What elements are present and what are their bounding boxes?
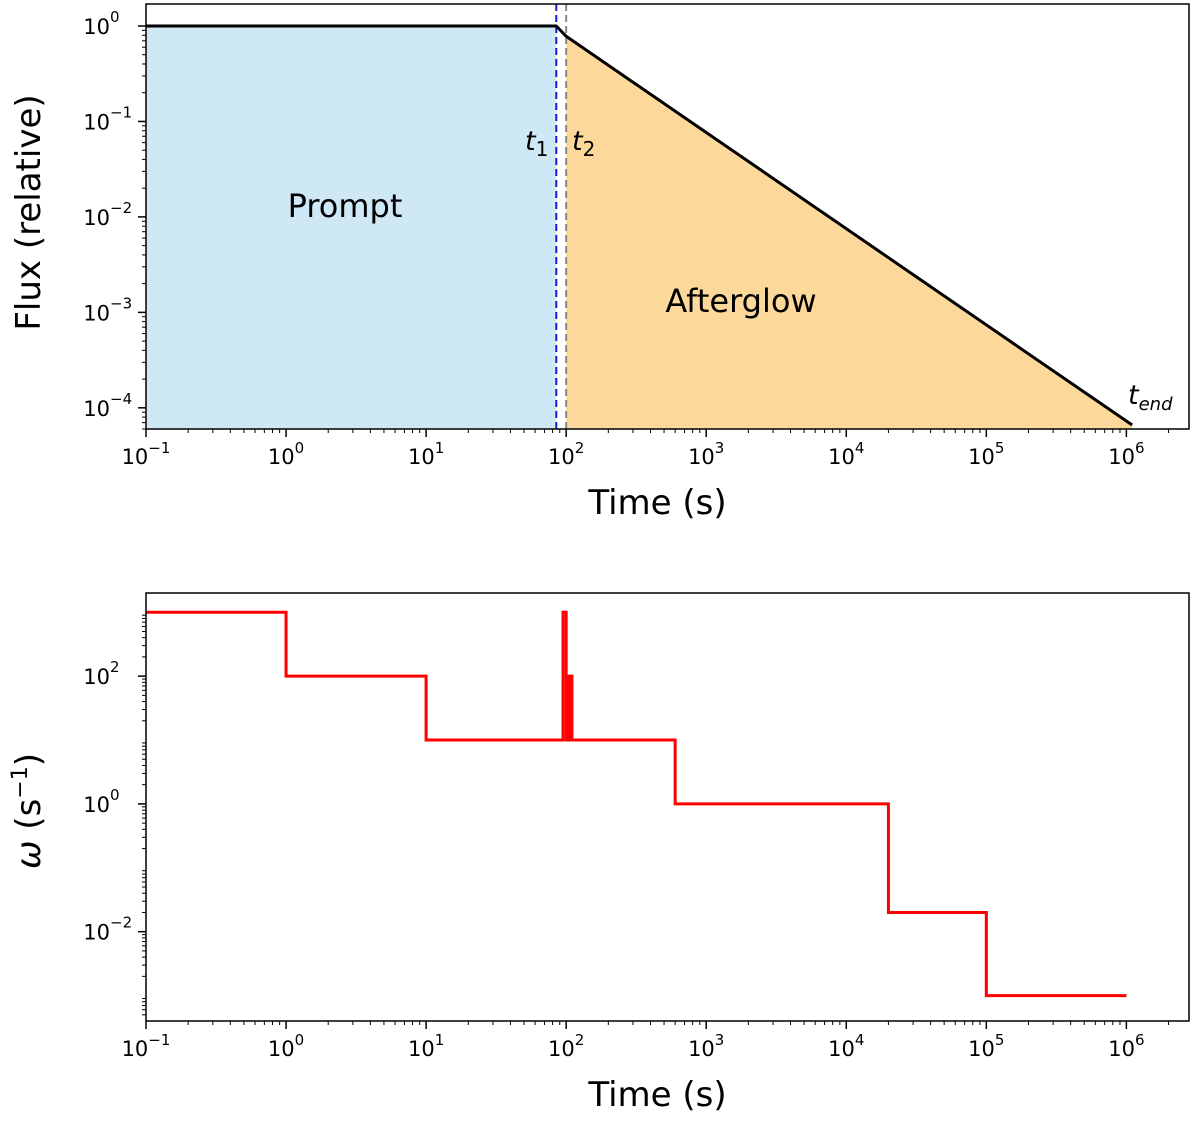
x-tick-label: 102 — [548, 439, 584, 469]
t2-annotation: t2 — [572, 126, 595, 161]
t1-annotation: t1 — [525, 126, 548, 161]
x-tick-label: 106 — [1108, 1031, 1144, 1061]
x-tick-label: 10−1 — [122, 1031, 171, 1061]
y-tick-exponent: −3 — [110, 294, 132, 312]
x-tick-label: 103 — [688, 1031, 724, 1061]
y-tick-exponent: −2 — [110, 199, 132, 217]
y-tick-label: 10 — [83, 206, 110, 230]
x-tick-label: 100 — [268, 439, 304, 469]
y-tick-label: 10 — [83, 301, 110, 325]
x-tick-label: 102 — [548, 1031, 584, 1061]
x-tick-label: 101 — [408, 439, 444, 469]
x-axis-label: Time (s) — [587, 1075, 726, 1115]
y-tick-exponent: 0 — [110, 8, 120, 26]
y-tick-exponent: −2 — [110, 914, 132, 932]
x-axis-label: Time (s) — [587, 483, 726, 523]
y-tick-label: 10 — [83, 921, 110, 945]
y-tick-exponent: −1 — [110, 103, 132, 121]
y-tick-label: 10 — [83, 110, 110, 134]
t-end-annotation: tend — [1128, 380, 1173, 415]
y-tick-exponent: 0 — [110, 786, 120, 804]
x-tick-label: 104 — [828, 439, 864, 469]
x-tick-label: 106 — [1108, 439, 1144, 469]
x-tick-label: 100 — [268, 1031, 304, 1061]
x-tick-label: 105 — [968, 439, 1004, 469]
y-tick-label: 10 — [83, 665, 110, 689]
x-tick-label: 10−1 — [122, 439, 171, 469]
y-tick-label: 10 — [83, 397, 110, 421]
x-tick-label: 105 — [968, 1031, 1004, 1061]
y-tick-label: 10 — [83, 15, 110, 39]
omega-step-line — [146, 610, 1127, 998]
afterglow-label: Afterglow — [665, 282, 816, 320]
prompt-label: Prompt — [288, 187, 403, 225]
x-tick-label: 101 — [408, 1031, 444, 1061]
x-tick-label: 103 — [688, 439, 724, 469]
y-axis-label: ω (s−1) — [8, 753, 49, 869]
plot-frame — [145, 592, 1190, 1022]
prompt-region — [146, 25, 557, 430]
y-tick-label: 10 — [83, 793, 110, 817]
plot-frame — [145, 3, 1190, 430]
x-tick-label: 104 — [828, 1031, 864, 1061]
y-tick-exponent: 2 — [110, 658, 120, 676]
y-axis-label: Flux (relative) — [9, 94, 49, 330]
flux-curve — [146, 24, 1134, 427]
y-tick-exponent: −4 — [110, 390, 132, 408]
